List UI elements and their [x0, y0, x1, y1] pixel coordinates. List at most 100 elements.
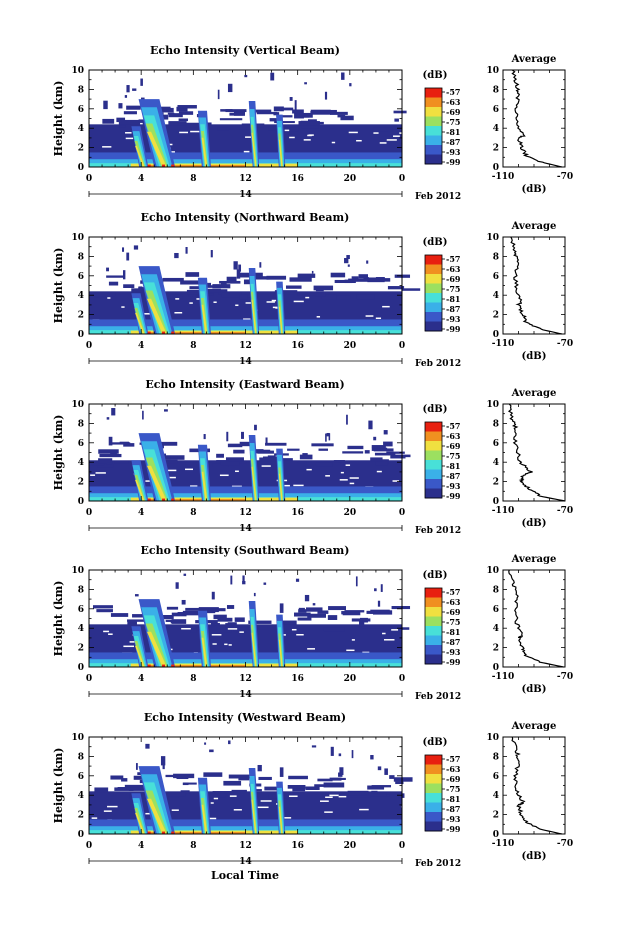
upper-patch — [384, 768, 388, 775]
upper-patch — [374, 588, 377, 592]
colorbar-unit: (dB) — [423, 237, 448, 248]
x-axis-ticks: 0 4 8 12 16 20 0 — [86, 237, 405, 351]
noise-gap — [356, 139, 362, 142]
average-x-label: (dB) — [522, 518, 547, 529]
y-tick-label: 8 — [78, 419, 84, 429]
noise-patch — [189, 286, 201, 290]
panels-group: Echo Intensity (Vertical Beam)0 4 8 12 16 20 0… — [52, 44, 573, 869]
upper-patch — [351, 750, 354, 759]
upper-patch — [103, 100, 108, 110]
noise-patch — [127, 621, 137, 627]
noise-gap — [212, 643, 217, 645]
colorbar-tick-label: -81 — [446, 627, 460, 637]
colorbar-tick-label: -81 — [446, 127, 460, 137]
noise-patch — [182, 610, 203, 616]
colorbar-tick-label: -69 — [446, 774, 461, 784]
x-tick-label: 4 — [138, 508, 144, 518]
noise-gap — [243, 318, 251, 320]
upper-patch — [279, 603, 284, 613]
noise-patch — [162, 455, 171, 460]
date-suffix-label: Feb 2012 — [415, 692, 461, 702]
colorbar-segment — [425, 321, 442, 332]
noise-gap — [291, 628, 297, 631]
noise-patch — [298, 607, 305, 611]
date-suffix-label: Feb 2012 — [415, 359, 461, 369]
upper-patch — [124, 95, 128, 98]
colorbar-segment — [425, 441, 442, 451]
noise-patch — [274, 290, 298, 295]
noise-patch — [133, 775, 145, 780]
noise-patch — [239, 441, 252, 447]
noise-patch — [341, 611, 349, 615]
x-tick-label: 8 — [190, 841, 196, 851]
colorbar-segment — [425, 774, 442, 784]
rain-band-3 — [197, 110, 211, 167]
noise-gap — [123, 645, 135, 648]
noise-patch — [276, 115, 293, 118]
colorbar-segment — [425, 755, 442, 765]
heatmap — [89, 72, 409, 167]
noise-patch — [334, 279, 356, 284]
colorbar-tick-label: -87 — [446, 804, 460, 814]
noise-patch — [328, 791, 349, 796]
red-spot — [162, 498, 166, 501]
colorbar-tick-label: -99 — [446, 657, 461, 667]
average-y-tick-label: 10 — [486, 66, 499, 76]
colorbar-tick-label: -87 — [446, 637, 460, 647]
rain-band-layer — [135, 479, 145, 501]
noise-patch — [102, 118, 115, 124]
x-tick-label: 16 — [291, 174, 304, 184]
noise-patch — [226, 276, 237, 282]
y-tick-label: 4 — [78, 458, 84, 468]
red-spot — [162, 831, 166, 834]
noise-patch — [168, 121, 187, 126]
noise-patch — [239, 294, 248, 300]
noise-patch — [118, 119, 141, 125]
y-tick-label: 2 — [78, 811, 84, 821]
rain-band-2 — [138, 433, 176, 501]
noise-gap — [245, 136, 253, 138]
noise-patch — [178, 111, 194, 115]
noise-gap — [279, 484, 290, 487]
noise-gap — [384, 639, 395, 641]
noise-patch — [89, 462, 105, 466]
noise-gap — [284, 129, 290, 132]
average-title: Average — [511, 721, 557, 732]
noise-patch — [297, 617, 312, 621]
x-tick-label: 4 — [138, 674, 144, 684]
noise-patch — [393, 110, 407, 114]
noise-patch — [336, 295, 351, 300]
noise-patch — [227, 622, 237, 627]
y-tick-label: 0 — [78, 497, 84, 507]
colorbar-frame — [424, 254, 443, 332]
noise-patch — [157, 106, 171, 110]
average-x-tick-label: -110 — [492, 172, 515, 182]
x-tick-label: 12 — [239, 841, 252, 851]
noise-gap — [305, 296, 310, 299]
noise-patch — [94, 787, 109, 793]
noise-patch — [210, 622, 220, 626]
noise-gap — [345, 464, 351, 466]
noise-patch — [116, 117, 126, 123]
colorbar-segment — [425, 607, 442, 617]
y-tick-label: 6 — [78, 439, 84, 449]
noise-gap — [308, 134, 314, 136]
noise-patch — [216, 453, 224, 458]
noise-patch — [217, 127, 230, 131]
noise-patch — [373, 127, 393, 132]
upper-patch — [132, 88, 137, 91]
average-y-tick-label: 10 — [486, 233, 499, 243]
noise-patch — [119, 441, 129, 445]
y-tick-label: 6 — [78, 272, 84, 282]
noise-gap — [399, 132, 409, 134]
noise-gap — [196, 298, 201, 300]
colorbar-segment — [425, 135, 442, 146]
noise-patch — [347, 792, 362, 795]
upper-patch — [377, 600, 381, 607]
upper-patch — [133, 245, 139, 250]
upper-patch — [346, 414, 348, 425]
average-y-tick-label: 4 — [493, 458, 499, 468]
upper-patch — [265, 437, 268, 444]
noise-patch — [305, 786, 320, 790]
heatmap — [89, 245, 421, 334]
